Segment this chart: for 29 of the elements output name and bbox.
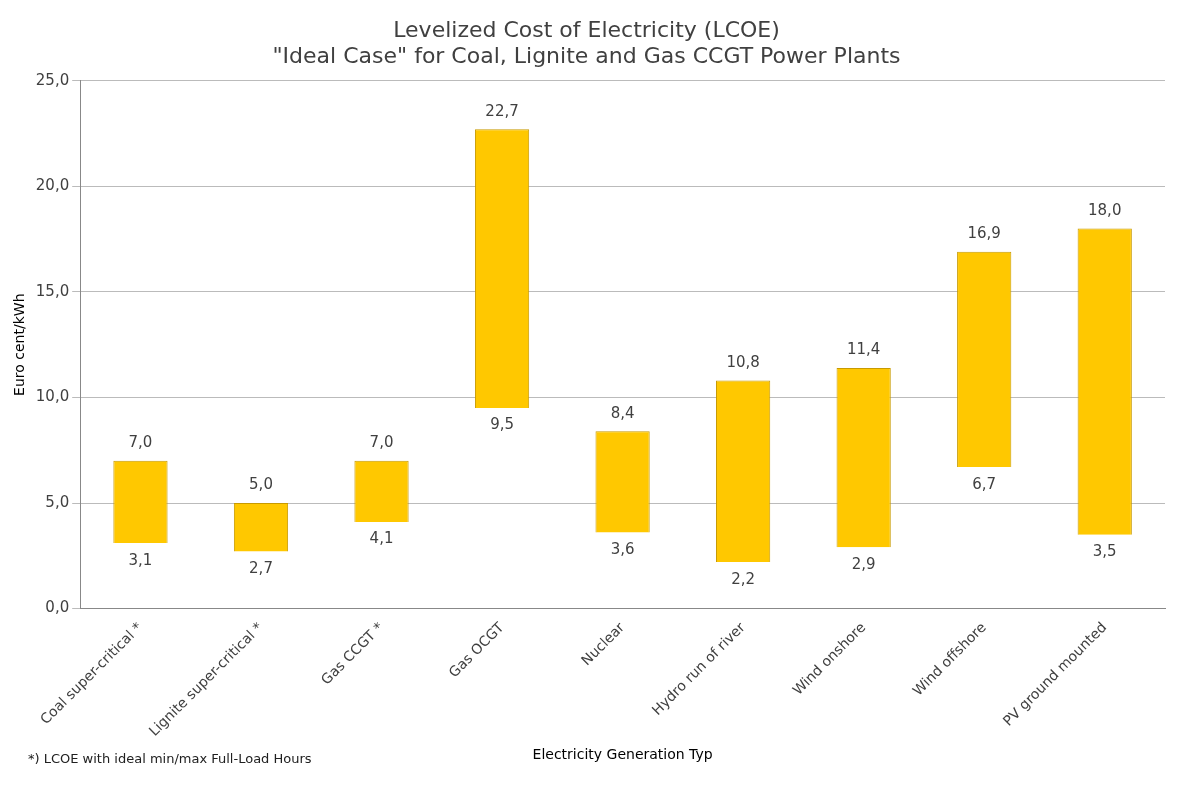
annotation: 11,4 bbox=[846, 340, 881, 359]
annotation: 6,7 bbox=[972, 474, 997, 493]
annotation: 2,9 bbox=[851, 554, 876, 573]
chart-subtitle: "Ideal Case" for Coal, Lignite and Gas CCGT Power Plants bbox=[272, 43, 901, 69]
text: *) LCOE with ideal min/max Full-Load Hours bbox=[28, 751, 312, 766]
y-tick-label: 15,0 bbox=[35, 281, 70, 300]
annotation: 3,1 bbox=[128, 550, 153, 569]
y-tick-label: 10,0 bbox=[35, 387, 70, 406]
y-tick-label: 20,0 bbox=[35, 176, 70, 195]
annotation: 7,0 bbox=[128, 433, 153, 452]
chart-title: Levelized Cost of Electricity (LCOE) bbox=[393, 16, 780, 42]
annotation: 2,2 bbox=[731, 569, 756, 588]
annotation: 10,8 bbox=[726, 352, 760, 371]
annotation: 5,0 bbox=[249, 475, 273, 494]
annotation: 8,4 bbox=[610, 403, 635, 422]
annotation: 9,5 bbox=[490, 415, 514, 434]
annotation: 7,0 bbox=[369, 433, 394, 452]
y-axis-title: Euro cent/kWh bbox=[11, 293, 28, 396]
annotation: 3,5 bbox=[1092, 542, 1117, 561]
y-tick-label: 25,0 bbox=[35, 70, 70, 89]
y-tick-label: 5,0 bbox=[45, 492, 70, 511]
annotation: 4,1 bbox=[369, 529, 394, 548]
annotation: 22,7 bbox=[485, 101, 519, 120]
y-tick-label: 0,0 bbox=[45, 598, 70, 617]
annotation: 18,0 bbox=[1088, 200, 1122, 219]
annotation: 2,7 bbox=[249, 558, 273, 577]
x-axis-title: Electricity Generation Typ bbox=[532, 746, 713, 763]
annotation: 16,9 bbox=[967, 224, 1001, 243]
annotation: 3,6 bbox=[610, 539, 635, 558]
